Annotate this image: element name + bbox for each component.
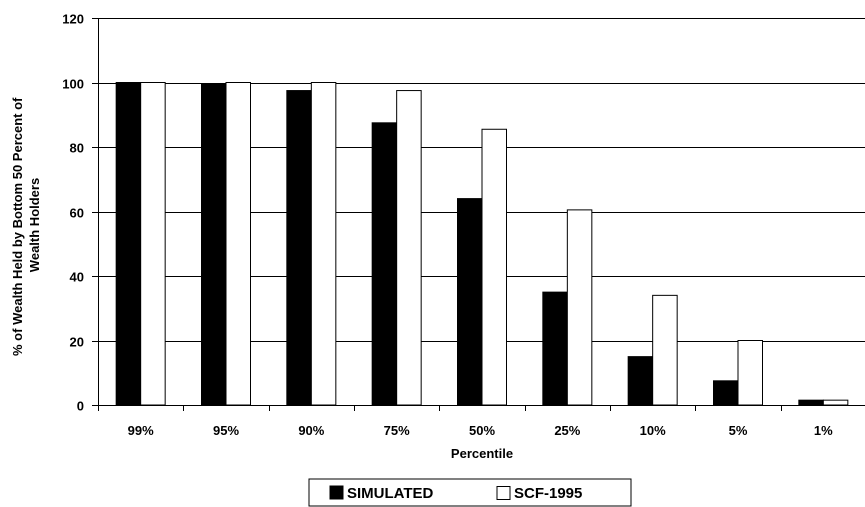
x-tick-label: 50% xyxy=(469,423,495,438)
y-tick-label: 100 xyxy=(62,77,84,92)
x-tick-label: 5% xyxy=(729,423,748,438)
bar-scf-1995-10pct xyxy=(652,294,678,406)
axes xyxy=(92,18,865,411)
bar-simulated-75pct xyxy=(371,122,398,406)
bar-simulated-25pct xyxy=(542,291,568,406)
bars xyxy=(115,82,849,406)
y-tick-label: 20 xyxy=(70,335,84,350)
bar-simulated-95pct xyxy=(201,83,227,406)
y-tick-label: 80 xyxy=(70,141,84,156)
x-tick-labels: 99% 95% 90% 75% 50% 25% 10% 5% 1% xyxy=(128,423,834,438)
y-tick-label: 0 xyxy=(77,399,84,414)
x-tick-label: 90% xyxy=(298,423,324,438)
x-tick-label: 10% xyxy=(640,423,666,438)
bar-simulated-50pct xyxy=(457,198,483,406)
x-tick-label: 25% xyxy=(554,423,580,438)
y-tick-label: 120 xyxy=(62,12,84,27)
x-axis-title: Percentile xyxy=(451,446,513,461)
legend-swatch-simulated xyxy=(329,485,344,500)
bar-simulated-5pct xyxy=(713,380,739,406)
bar-scf-1995-99pct xyxy=(140,82,166,406)
bar-scf-1995-90pct xyxy=(310,82,337,406)
legend-box xyxy=(308,478,632,507)
y-tick-labels: 0 20 40 60 80 100 120 xyxy=(62,12,84,414)
y-axis-title-line-2: Wealth Holders xyxy=(27,178,42,272)
bar-simulated-99pct xyxy=(115,82,142,406)
bar-scf-1995-95pct xyxy=(225,82,251,406)
x-tick-label: 99% xyxy=(128,423,154,438)
bar-scf-1995-1pct xyxy=(822,399,849,406)
bar-scf-1995-75pct xyxy=(396,90,422,406)
y-tick-label: 40 xyxy=(70,270,84,285)
legend: SIMULATED SCF-1995 xyxy=(308,478,632,507)
y-axis-title-line-1: % of Wealth Held by Bottom 50 Percent of xyxy=(10,97,25,356)
bar-scf-1995-25pct xyxy=(566,209,593,406)
bar-simulated-10pct xyxy=(627,356,654,406)
legend-label-scf-1995: SCF-1995 xyxy=(514,485,582,502)
legend-label-simulated: SIMULATED xyxy=(347,485,434,502)
legend-swatch-scf-1995 xyxy=(496,486,511,500)
x-tick-label: 1% xyxy=(814,423,833,438)
x-tick-label: 95% xyxy=(213,423,239,438)
bar-simulated-90pct xyxy=(286,90,312,406)
bar-simulated-1pct xyxy=(798,399,824,406)
x-tick-label: 75% xyxy=(384,423,410,438)
y-axis-title: % of Wealth Held by Bottom 50 Percent of… xyxy=(10,94,42,356)
bar-scf-1995-5pct xyxy=(737,340,763,406)
bar-scf-1995-50pct xyxy=(481,128,507,406)
y-tick-label: 60 xyxy=(70,206,84,221)
